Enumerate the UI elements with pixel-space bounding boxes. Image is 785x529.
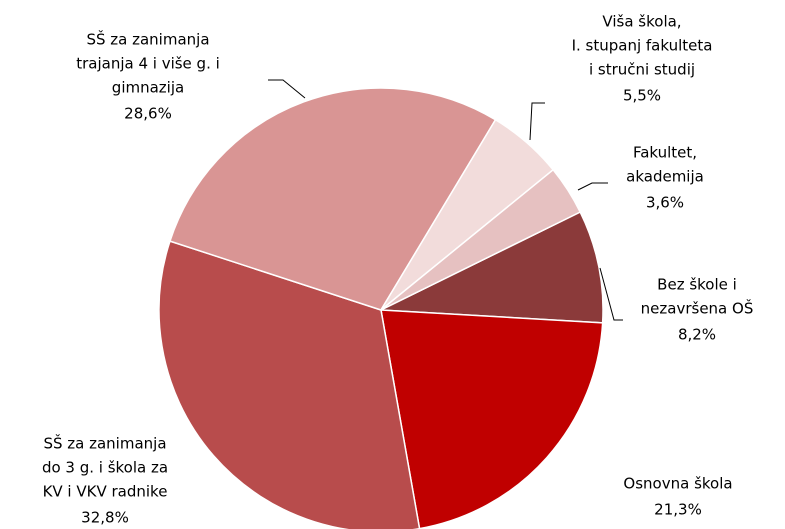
- value-label: 21,3%: [654, 501, 702, 519]
- slice-label: akademija: [626, 168, 704, 186]
- leader-line: [599, 267, 623, 321]
- value-label: 32,8%: [81, 509, 129, 527]
- pie-slice: [380, 309, 604, 529]
- slice-label: Viša škola,: [602, 13, 681, 31]
- slice-label: gimnazija: [112, 79, 184, 97]
- slice-label: trajanja 4 i više g. i: [76, 55, 220, 73]
- leader-line: [529, 102, 545, 141]
- slice-label: I. stupanj fakulteta: [572, 37, 713, 55]
- value-label: 3,6%: [646, 194, 684, 212]
- slice-label: SŠ za zanimanja: [43, 434, 166, 453]
- pie-slice: [378, 210, 604, 324]
- slice-label: Osnovna škola: [623, 475, 732, 493]
- slice-label: nezavršena OŠ: [641, 299, 754, 318]
- slice-label: SŠ za zanimanja: [86, 30, 209, 49]
- value-label: 8,2%: [678, 326, 716, 344]
- value-label: 28,6%: [124, 105, 172, 123]
- pie-slice: [380, 168, 582, 311]
- pie-slice: [158, 240, 421, 529]
- slice-label: do 3 g. i škola za: [42, 459, 168, 477]
- slice-label: i stručni studij: [589, 61, 695, 79]
- value-label: 5,5%: [623, 87, 661, 105]
- slice-label: KV i VKV radnike: [43, 483, 168, 501]
- slice-label: Bez škole i: [657, 276, 737, 294]
- leader-line: [577, 182, 608, 191]
- slice-label: Fakultet,: [633, 144, 697, 162]
- leader-line: [268, 79, 306, 99]
